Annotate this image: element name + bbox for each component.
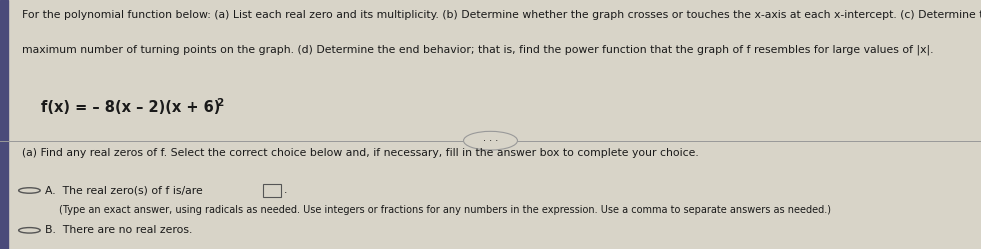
Bar	[263, 184, 281, 197]
Text: (Type an exact answer, using radicals as needed. Use integers or fractions for a: (Type an exact answer, using radicals as…	[59, 205, 831, 215]
Text: (a) Find any real zeros of f. Select the correct choice below and, if necessary,: (a) Find any real zeros of f. Select the…	[22, 148, 698, 158]
Ellipse shape	[464, 131, 518, 150]
Text: 2: 2	[216, 98, 223, 108]
Text: f(x) = – 8(x – 2)(x + 6): f(x) = – 8(x – 2)(x + 6)	[41, 100, 221, 115]
Text: For the polynomial function below: (a) List each real zero and its multiplicity.: For the polynomial function below: (a) L…	[22, 10, 981, 20]
Text: .: .	[284, 186, 286, 195]
Text: B.  There are no real zeros.: B. There are no real zeros.	[45, 225, 192, 235]
Text: · · ·: · · ·	[483, 136, 498, 146]
Text: A.  The real zero(s) of f is/are: A. The real zero(s) of f is/are	[45, 186, 203, 195]
Bar	[0, 0, 8, 249]
Text: maximum number of turning points on the graph. (d) Determine the end behavior; t: maximum number of turning points on the …	[22, 45, 933, 55]
